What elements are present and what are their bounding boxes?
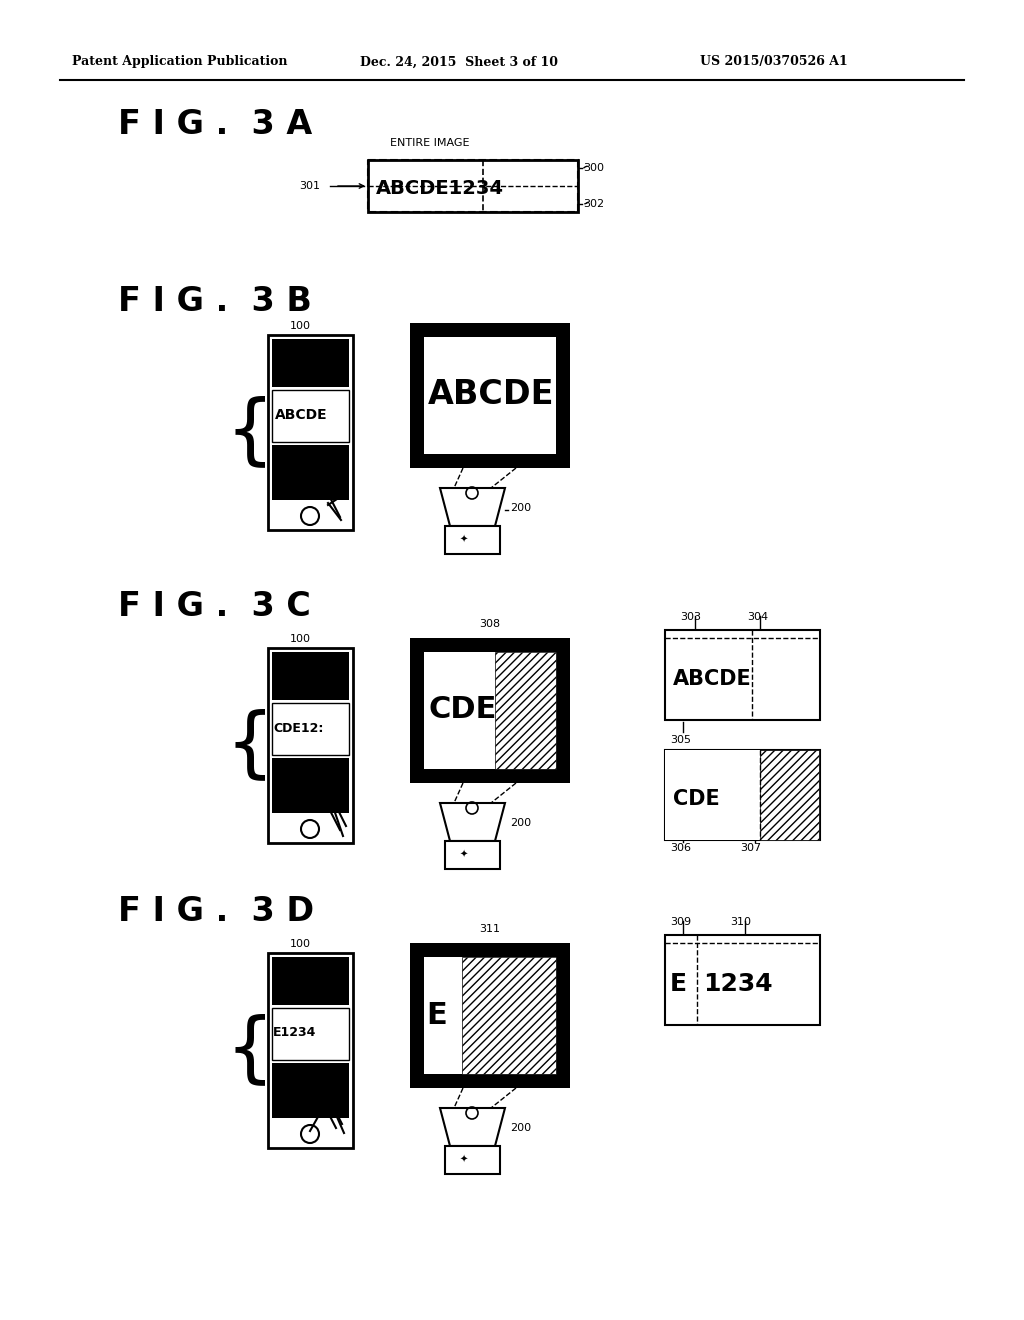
Text: 303: 303 <box>680 612 701 622</box>
Bar <box>665 935 820 1026</box>
Bar <box>665 750 760 840</box>
Bar <box>272 957 349 1005</box>
Bar <box>462 957 556 1074</box>
Bar <box>445 525 500 554</box>
Text: ✦: ✦ <box>460 850 468 861</box>
Text: 1234: 1234 <box>703 972 773 997</box>
Bar <box>272 1008 349 1060</box>
Bar <box>368 160 578 213</box>
Bar <box>424 652 495 770</box>
Bar <box>410 638 570 783</box>
Text: {: { <box>225 395 274 469</box>
Text: 309: 309 <box>670 917 691 927</box>
Text: ABCDE: ABCDE <box>275 408 328 422</box>
Bar <box>760 750 819 840</box>
Bar <box>272 1063 349 1118</box>
Bar <box>665 630 820 719</box>
Bar <box>272 1008 349 1060</box>
Text: 200: 200 <box>510 818 531 828</box>
Text: 100: 100 <box>290 634 311 644</box>
Text: ✦: ✦ <box>460 535 468 545</box>
Bar <box>424 652 556 770</box>
Text: 307: 307 <box>740 843 761 853</box>
Text: 200: 200 <box>510 503 531 513</box>
Bar <box>424 957 556 1074</box>
Bar <box>445 841 500 869</box>
Text: 301: 301 <box>299 181 319 191</box>
Text: 200: 200 <box>510 1123 531 1133</box>
Bar <box>272 445 349 500</box>
Bar <box>368 160 578 213</box>
Text: 305: 305 <box>670 735 691 744</box>
Text: 300: 300 <box>583 162 604 173</box>
Bar <box>445 1146 500 1173</box>
Bar <box>268 953 353 1148</box>
Bar <box>424 337 556 454</box>
Text: ✦: ✦ <box>460 1155 468 1166</box>
Text: 306: 306 <box>670 843 691 853</box>
Text: ABCDE: ABCDE <box>673 669 752 689</box>
Text: 100: 100 <box>290 939 311 949</box>
Text: E: E <box>426 1001 446 1030</box>
Text: 304: 304 <box>746 612 768 622</box>
Text: US 2015/0370526 A1: US 2015/0370526 A1 <box>700 55 848 69</box>
Bar <box>272 704 349 755</box>
Bar <box>272 389 349 442</box>
Text: E: E <box>670 972 687 997</box>
Text: F I G .  3 A: F I G . 3 A <box>118 108 312 141</box>
Bar <box>665 750 820 840</box>
Text: CDE12:: CDE12: <box>273 722 324 734</box>
Text: 310: 310 <box>730 917 751 927</box>
Text: ABCDE: ABCDE <box>428 379 555 412</box>
Bar <box>495 652 556 770</box>
Text: ABCDE1234: ABCDE1234 <box>376 178 504 198</box>
Text: CDE: CDE <box>428 696 497 725</box>
Bar <box>272 389 349 442</box>
Bar <box>410 942 570 1088</box>
Bar <box>268 335 353 531</box>
Bar <box>272 704 349 755</box>
Bar <box>268 648 353 843</box>
Bar <box>424 957 462 1074</box>
Text: {: { <box>225 1012 274 1086</box>
Text: 311: 311 <box>479 924 501 935</box>
Bar <box>410 323 570 469</box>
Text: 302: 302 <box>583 199 604 209</box>
Text: Patent Application Publication: Patent Application Publication <box>72 55 288 69</box>
Text: CDE: CDE <box>673 789 720 809</box>
Text: Dec. 24, 2015  Sheet 3 of 10: Dec. 24, 2015 Sheet 3 of 10 <box>360 55 558 69</box>
Text: E1234: E1234 <box>273 1027 316 1040</box>
Text: F I G .  3 B: F I G . 3 B <box>118 285 312 318</box>
Bar <box>272 758 349 813</box>
Text: 100: 100 <box>290 321 311 331</box>
Text: F I G .  3 C: F I G . 3 C <box>118 590 311 623</box>
Text: {: { <box>225 708 274 781</box>
Text: 308: 308 <box>479 619 501 630</box>
Text: ENTIRE IMAGE: ENTIRE IMAGE <box>390 139 469 148</box>
Bar <box>272 652 349 700</box>
Text: F I G .  3 D: F I G . 3 D <box>118 895 314 928</box>
Bar <box>272 339 349 387</box>
